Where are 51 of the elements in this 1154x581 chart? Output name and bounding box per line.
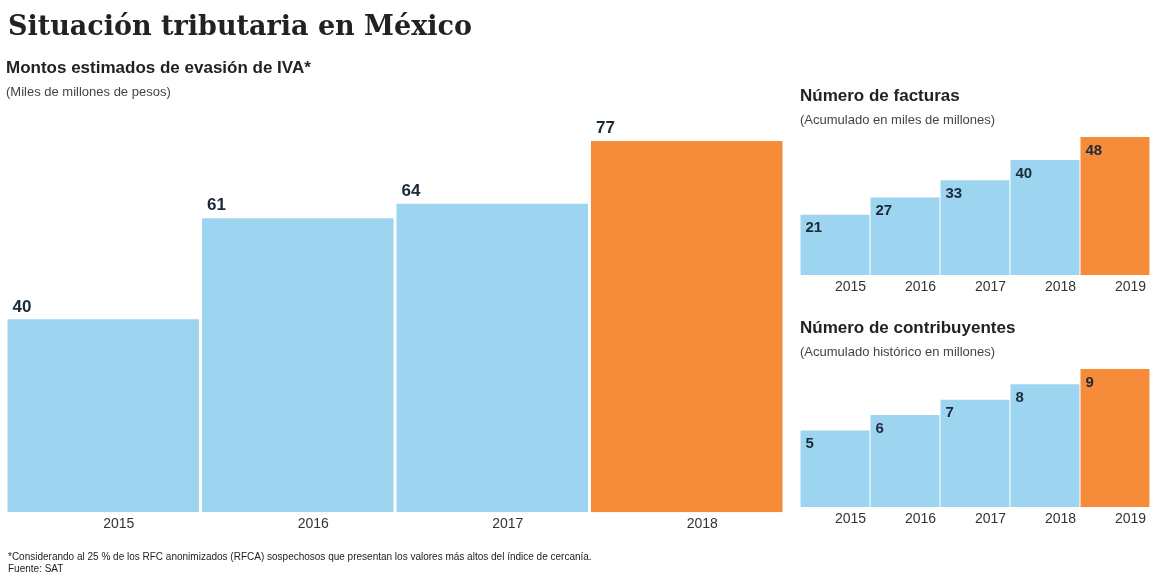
chart-title: Número de contribuyentes [800,318,1017,338]
bar [590,141,783,513]
data-label: 21 [805,218,823,236]
bar [800,430,870,508]
x-tick-label: 2018 [1045,278,1077,295]
source-note: Fuente: SAT [8,563,65,575]
x-tick-label: 2017 [492,515,524,532]
x-tick-label: 2019 [1115,510,1147,527]
data-label: 6 [875,418,884,436]
bar [940,180,1010,276]
x-tick-label: 2015 [835,510,867,527]
x-tick-label: 2019 [1115,278,1147,295]
bar [201,218,394,513]
bar [800,214,870,276]
chart-subtitle: (Acumulado histórico en millones) [800,344,997,359]
data-label: 9 [1085,372,1094,390]
bar [870,415,940,508]
x-tick-label: 2016 [905,510,937,527]
chart-title: Número de facturas [800,86,961,106]
chart-subtitle: (Miles de millones de pesos) [6,84,172,99]
data-label: 40 [12,296,32,316]
x-tick-label: 2016 [905,278,937,295]
x-tick-label: 2018 [1045,510,1077,527]
bar [940,399,1010,508]
data-label: 77 [595,118,615,138]
data-label: 64 [401,180,421,200]
x-tick-label: 2017 [975,510,1007,527]
data-label: 40 [1015,163,1033,181]
data-label: 27 [875,201,893,219]
data-label: 5 [805,434,814,452]
x-tick-label: 2015 [103,515,135,532]
x-tick-label: 2018 [686,515,719,532]
text: *Considerando al 25 % de los RFC anonimizados (RFCA) sospechosos que presentan los valores más altos del índice de cercanía. [8,551,592,563]
bar [1010,160,1080,276]
chart-title: Montos estimados de evasión de IVA* [6,58,312,78]
data-label: 61 [206,195,226,215]
data-label: 33 [945,183,963,201]
data-label: 8 [1015,388,1024,405]
bar [7,319,200,513]
bar [870,197,940,276]
x-tick-label: 2015 [835,278,867,295]
bar [1080,137,1150,276]
bar [396,203,589,513]
x-tick-label: 2017 [975,278,1007,295]
chart-subtitle: (Acumulado en miles de millones) [800,112,997,127]
data-label: 48 [1085,140,1103,158]
bar [1010,384,1080,508]
bar [1080,369,1150,508]
data-label: 7 [945,403,954,421]
text: Situación tributaria en México [8,10,472,41]
x-tick-label: 2016 [297,515,330,532]
